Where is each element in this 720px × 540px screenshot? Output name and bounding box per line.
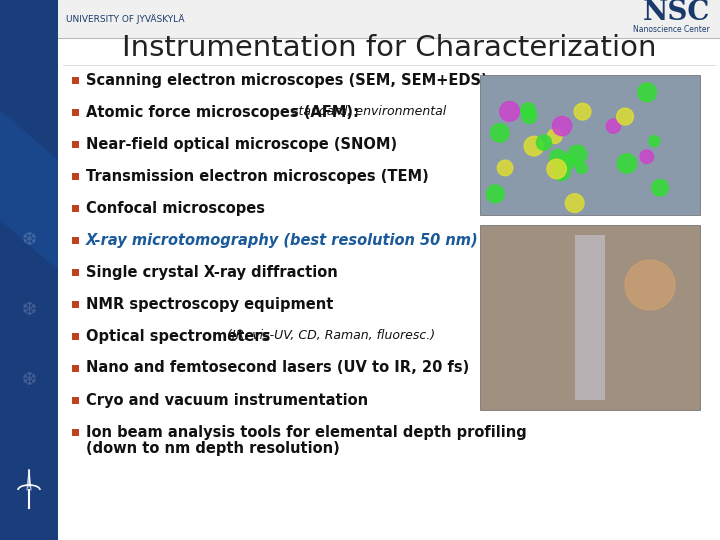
Bar — [72, 333, 79, 340]
Bar — [72, 364, 79, 372]
Polygon shape — [0, 110, 58, 270]
Bar — [72, 140, 79, 147]
Text: Nano and femtosecond lasers (UV to IR, 20 fs): Nano and femtosecond lasers (UV to IR, 2… — [86, 361, 469, 375]
Bar — [72, 77, 79, 84]
Circle shape — [549, 150, 566, 166]
Circle shape — [490, 124, 509, 142]
Text: (down to nm depth resolution): (down to nm depth resolution) — [86, 441, 340, 456]
Bar — [72, 268, 79, 275]
Circle shape — [606, 119, 621, 133]
Text: Ion beam analysis tools for elemental depth profiling: Ion beam analysis tools for elemental de… — [86, 424, 527, 440]
Text: NSC: NSC — [643, 0, 710, 25]
Circle shape — [522, 109, 537, 124]
Circle shape — [649, 136, 660, 146]
Bar — [72, 429, 79, 435]
Text: NMR spectroscopy equipment: NMR spectroscopy equipment — [86, 296, 333, 312]
Circle shape — [547, 129, 562, 144]
Text: Transmission electron microscopes (TEM): Transmission electron microscopes (TEM) — [86, 168, 428, 184]
Text: ❆: ❆ — [22, 371, 37, 389]
Circle shape — [652, 179, 668, 196]
Bar — [480, 75, 700, 215]
Bar — [72, 109, 79, 116]
Circle shape — [552, 163, 570, 181]
Bar — [575, 235, 605, 400]
Circle shape — [561, 155, 575, 170]
Circle shape — [536, 135, 552, 150]
Circle shape — [547, 159, 567, 179]
Bar — [72, 172, 79, 179]
Text: ❆: ❆ — [22, 231, 37, 249]
Circle shape — [625, 260, 675, 310]
Text: UNIVERSITY OF JYVÄSKYLÄ: UNIVERSITY OF JYVÄSKYLÄ — [66, 14, 184, 24]
Circle shape — [574, 103, 591, 120]
Text: Single crystal X-ray diffraction: Single crystal X-ray diffraction — [86, 265, 338, 280]
Circle shape — [500, 102, 519, 122]
Text: ❆: ❆ — [22, 301, 37, 319]
Circle shape — [498, 160, 513, 176]
Circle shape — [487, 185, 504, 203]
Circle shape — [521, 103, 535, 117]
Circle shape — [617, 154, 636, 173]
Circle shape — [524, 137, 544, 156]
Circle shape — [638, 83, 657, 102]
Text: Scanning electron microscopes (SEM, SEM+EDS): Scanning electron microscopes (SEM, SEM+… — [86, 72, 487, 87]
Text: standard, environmental: standard, environmental — [288, 105, 446, 118]
Circle shape — [565, 194, 584, 212]
Bar — [0, 0, 58, 540]
Text: Optical spectrometers: Optical spectrometers — [86, 328, 271, 343]
Text: Nanoscience Center: Nanoscience Center — [634, 24, 710, 33]
Bar — [72, 237, 79, 244]
Text: Atomic force microscopes (AFM):: Atomic force microscopes (AFM): — [86, 105, 359, 119]
Text: Confocal microscopes: Confocal microscopes — [86, 200, 265, 215]
Circle shape — [640, 150, 654, 164]
Bar — [72, 205, 79, 212]
Text: Cryo and vacuum instrumentation: Cryo and vacuum instrumentation — [86, 393, 368, 408]
Text: Instrumentation for Characterization: Instrumentation for Characterization — [122, 34, 656, 62]
Bar — [72, 396, 79, 403]
Bar — [58, 0, 720, 38]
Text: (IR, vis-UV, CD, Raman, fluoresc.): (IR, vis-UV, CD, Raman, fluoresc.) — [222, 329, 435, 342]
Text: Near-field optical microscope (SNOM): Near-field optical microscope (SNOM) — [86, 137, 397, 152]
Circle shape — [576, 163, 587, 173]
Circle shape — [552, 117, 572, 136]
Bar — [480, 225, 700, 410]
Bar — [72, 300, 79, 307]
Circle shape — [616, 108, 634, 125]
Bar — [0, 0, 58, 38]
Circle shape — [568, 145, 587, 164]
Text: X-ray microtomography (best resolution 50 nm): X-ray microtomography (best resolution 5… — [86, 233, 479, 247]
